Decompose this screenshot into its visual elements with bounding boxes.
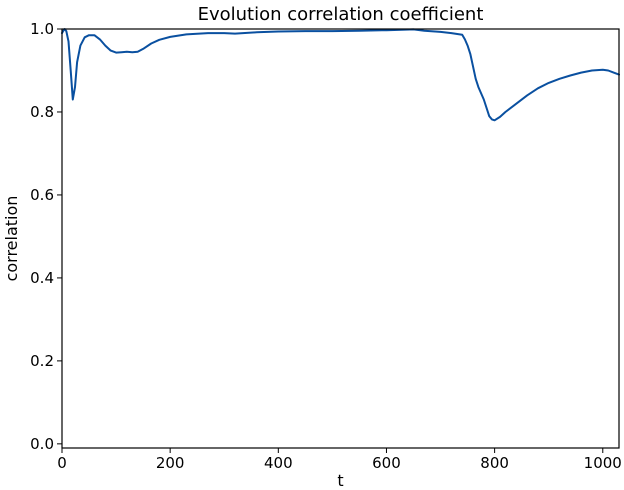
x-tick-label: 800 [480, 454, 509, 472]
x-axis-label: t [337, 471, 343, 490]
y-tick-label: 0.8 [30, 103, 54, 121]
y-tick-label: 0.0 [30, 435, 54, 453]
y-axis-label: correlation [2, 196, 21, 282]
x-tick-label: 400 [264, 454, 293, 472]
x-tick-label: 1000 [584, 454, 622, 472]
x-tick-label: 200 [156, 454, 185, 472]
x-tick-label: 600 [372, 454, 401, 472]
correlation-series-line [61, 28, 620, 122]
y-tick-label: 1.0 [30, 20, 54, 38]
x-tick-label: 0 [57, 454, 67, 472]
y-tick-label: 0.6 [30, 186, 54, 204]
plot-area-frame [61, 28, 620, 449]
y-tick-label: 0.4 [30, 269, 54, 287]
chart-title: Evolution correlation coefficient [198, 4, 484, 25]
y-tick-label: 0.2 [30, 352, 54, 370]
